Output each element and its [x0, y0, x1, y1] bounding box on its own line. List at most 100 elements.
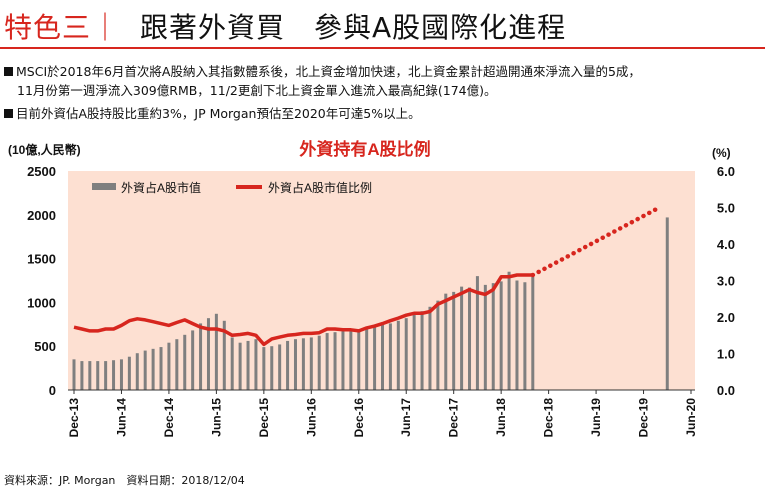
- bar: [238, 342, 242, 390]
- bullet-square-icon: [4, 109, 13, 118]
- bar: [80, 361, 84, 390]
- title-divider: [0, 47, 765, 49]
- x-tick-label: Jun-19: [589, 398, 603, 437]
- bar: [301, 338, 305, 390]
- bar-series: [72, 217, 669, 390]
- bar: [365, 328, 369, 390]
- bar: [436, 300, 440, 390]
- right-tick-label: 6.0: [717, 164, 735, 179]
- right-tick-label: 2.0: [717, 310, 735, 325]
- bullet-square-icon: [4, 67, 13, 76]
- bar: [341, 331, 345, 390]
- right-axis-label: (%): [712, 146, 731, 160]
- bar: [468, 287, 472, 390]
- bullet-item-1: MSCI於2018年6月首次將A股納入其指數體系後，北上資金增加快速，北上資金累…: [4, 62, 641, 100]
- x-tick-label: Jun-15: [209, 398, 223, 437]
- legend-bar-swatch: [92, 183, 116, 190]
- bar: [515, 280, 519, 390]
- bar: [159, 347, 163, 390]
- x-tick-label: Jun-18: [494, 398, 508, 437]
- bar: [491, 283, 495, 390]
- legend-line-label: 外資占A股市值比例: [268, 180, 372, 195]
- bar: [270, 346, 274, 390]
- title-bar: 特色三｜ 跟著外資買 參與A股國際化進程: [0, 0, 765, 49]
- x-tick-label: Dec-16: [352, 398, 366, 438]
- bar: [112, 360, 116, 390]
- bar: [428, 306, 432, 390]
- section-label: 特色三｜: [4, 11, 121, 44]
- bar: [396, 320, 400, 390]
- bar: [404, 318, 408, 390]
- bar: [214, 313, 218, 390]
- ratio-line: [73, 273, 533, 347]
- bar: [349, 330, 353, 390]
- bar: [499, 281, 503, 390]
- left-tick-label: 0: [49, 383, 56, 398]
- axes: 0 500 1000 1500 2000 2500 0.0 1.0 2.0 3.0 4.0 5.0 6.…: [27, 164, 735, 437]
- bar: [119, 359, 123, 390]
- projection-line: [530, 205, 662, 278]
- chart-title: 外資持有A股比例: [299, 139, 430, 159]
- bullet-item-2: 目前外資佔A股持股比重約3%，JP Morgan預估至2020年可達5%以上。: [4, 104, 421, 123]
- bar: [317, 335, 321, 390]
- left-tick-label: 500: [34, 339, 56, 354]
- source-note: 資料來源：JP. Morgan 資料日期：2018/12/04: [4, 474, 245, 487]
- left-tick-label: 2000: [27, 208, 56, 223]
- bar: [104, 361, 108, 390]
- left-tick-label: 1000: [27, 295, 56, 310]
- page-title: 跟著外資買 參與A股國際化進程: [140, 11, 567, 44]
- x-tick-label: Jun-14: [114, 398, 128, 437]
- x-tick-label: Dec-18: [542, 398, 556, 438]
- bar: [175, 339, 179, 390]
- bar: [444, 293, 448, 390]
- bar: [143, 350, 147, 390]
- bar: [475, 276, 479, 390]
- x-tick-label: Dec-14: [162, 398, 176, 438]
- bar: [222, 320, 226, 390]
- bar: [452, 291, 456, 390]
- x-tick-label: Jun-20: [684, 398, 698, 437]
- x-tick-label: Dec-17: [447, 398, 461, 438]
- right-tick-label: 0.0: [717, 383, 735, 398]
- bar: [507, 271, 511, 390]
- bar: [135, 353, 139, 390]
- bar: [388, 323, 392, 390]
- bar: [254, 339, 258, 390]
- bar: [191, 330, 195, 390]
- bar: [373, 326, 377, 390]
- bar: [96, 361, 100, 390]
- bar: [278, 344, 282, 390]
- bar: [293, 339, 297, 390]
- bar: [262, 347, 266, 390]
- x-tick-label: Dec-13: [67, 398, 81, 438]
- x-tick-label: Dec-15: [257, 398, 271, 438]
- bar: [412, 314, 416, 390]
- chart: 0 500 1000 1500 2000 2500 0.0 1.0 2.0 3.0 4.0 5.0 6.…: [8, 139, 735, 437]
- bar: [483, 284, 487, 390]
- bar: [286, 340, 290, 390]
- bar: [167, 342, 171, 390]
- bar: [381, 324, 384, 390]
- left-axis-label: (10億,人民幣): [8, 142, 81, 157]
- bullet-text: 11月份第一週淨流入309億RMB，11/2更創下北上資金單入進流入最高紀錄(1…: [17, 83, 497, 98]
- bar: [151, 348, 155, 390]
- bar: [309, 337, 313, 390]
- bar: [420, 311, 424, 390]
- bar: [72, 359, 76, 390]
- x-tick-label: Dec-19: [637, 398, 651, 438]
- bar: [665, 217, 669, 390]
- right-tick-label: 5.0: [717, 201, 735, 216]
- bar: [206, 318, 210, 390]
- bar: [88, 361, 92, 390]
- left-tick-label: 2500: [27, 164, 56, 179]
- right-tick-label: 4.0: [717, 237, 735, 252]
- bar: [460, 286, 464, 390]
- bullet-text: MSCI於2018年6月首次將A股納入其指數體系後，北上資金增加快速，北上資金累…: [16, 64, 641, 79]
- line-series: [73, 205, 662, 347]
- x-tick-label: Jun-16: [304, 398, 318, 437]
- bar: [127, 356, 131, 390]
- bar: [333, 332, 337, 390]
- legend: 外資占A股市值 外資占A股市值比例: [92, 180, 372, 195]
- bullet-text: 目前外資佔A股持股比重約3%，JP Morgan預估至2020年可達5%以上。: [16, 106, 421, 121]
- bar: [246, 340, 250, 390]
